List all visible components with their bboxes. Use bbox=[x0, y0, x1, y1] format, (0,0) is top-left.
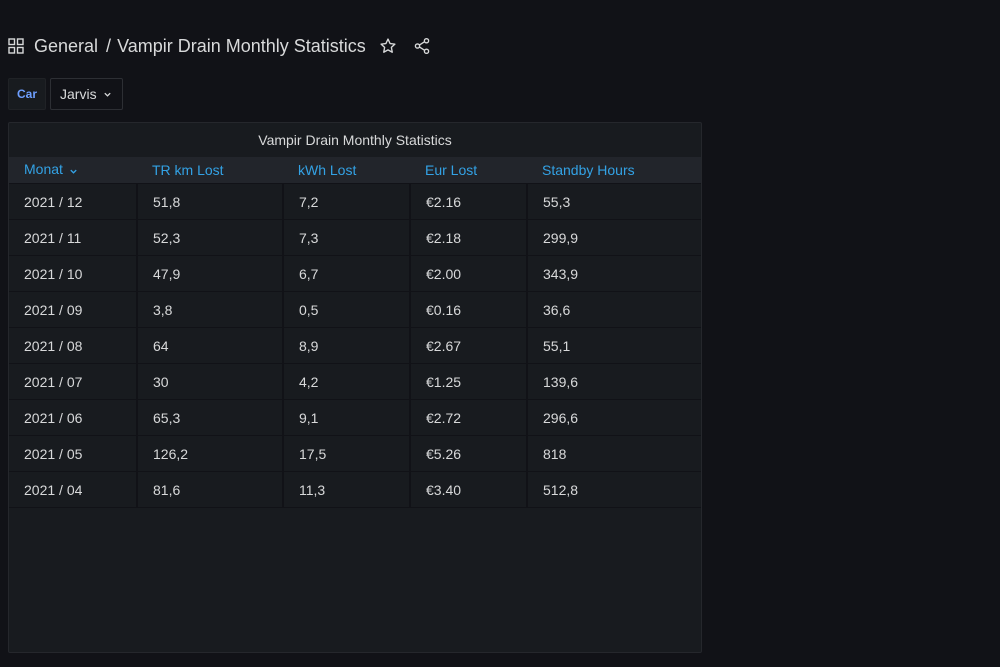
cell-standby-hours: 299,9 bbox=[527, 219, 701, 256]
cell-standby-hours: 512,8 bbox=[527, 471, 701, 508]
cell-kwh-lost: 6,7 bbox=[283, 255, 411, 292]
breadcrumb-folder[interactable]: General bbox=[34, 35, 99, 56]
cell-standby-hours: 818 bbox=[527, 435, 701, 472]
cell-kwh-lost: 11,3 bbox=[283, 471, 411, 508]
table-row: 2021 / 10 47,9 6,7 €2.00 343,9 bbox=[9, 255, 701, 292]
cell-monat: 2021 / 05 bbox=[9, 435, 138, 472]
star-icon[interactable] bbox=[378, 36, 398, 56]
cell-tr-km-lost: 3,8 bbox=[137, 291, 284, 328]
cell-eur-lost: €0.16 bbox=[410, 291, 528, 328]
cell-kwh-lost: 7,2 bbox=[283, 183, 411, 220]
cell-monat: 2021 / 07 bbox=[9, 363, 138, 400]
cell-standby-hours: 55,3 bbox=[527, 183, 701, 220]
column-header-standby-hours[interactable]: Standby Hours bbox=[527, 157, 701, 184]
car-variable-value: Jarvis bbox=[60, 86, 97, 102]
statistics-panel: Vampir Drain Monthly Statistics Monat TR… bbox=[8, 122, 702, 653]
cell-standby-hours: 55,1 bbox=[527, 327, 701, 364]
table-row: 2021 / 08 64 8,9 €2.67 55,1 bbox=[9, 327, 701, 364]
table-row: 2021 / 06 65,3 9,1 €2.72 296,6 bbox=[9, 399, 701, 436]
cell-eur-lost: €2.18 bbox=[410, 219, 528, 256]
cell-eur-lost: €3.40 bbox=[410, 471, 528, 508]
table-row: 2021 / 05 126,2 17,5 €5.26 818 bbox=[9, 435, 701, 472]
cell-tr-km-lost: 51,8 bbox=[137, 183, 284, 220]
cell-eur-lost: €5.26 bbox=[410, 435, 528, 472]
cell-kwh-lost: 17,5 bbox=[283, 435, 411, 472]
panel-title[interactable]: Vampir Drain Monthly Statistics bbox=[258, 132, 452, 148]
column-header-monat[interactable]: Monat bbox=[9, 157, 137, 184]
share-icon[interactable] bbox=[412, 36, 432, 56]
table-row: 2021 / 12 51,8 7,2 €2.16 55,3 bbox=[9, 183, 701, 220]
cell-tr-km-lost: 81,6 bbox=[137, 471, 284, 508]
table-row: 2021 / 04 81,6 11,3 €3.40 512,8 bbox=[9, 471, 701, 508]
cell-standby-hours: 36,6 bbox=[527, 291, 701, 328]
sort-desc-icon bbox=[69, 163, 78, 179]
cell-standby-hours: 343,9 bbox=[527, 255, 701, 292]
variable-bar: Car Jarvis bbox=[8, 78, 123, 110]
page-title[interactable]: Vampir Drain Monthly Statistics bbox=[117, 35, 366, 56]
column-header-tr-km-lost[interactable]: TR km Lost bbox=[137, 157, 283, 184]
cell-kwh-lost: 7,3 bbox=[283, 219, 411, 256]
table-row: 2021 / 07 30 4,2 €1.25 139,6 bbox=[9, 363, 701, 400]
cell-tr-km-lost: 30 bbox=[137, 363, 284, 400]
chevron-down-icon bbox=[103, 79, 112, 109]
cell-monat: 2021 / 12 bbox=[9, 183, 138, 220]
cell-eur-lost: €1.25 bbox=[410, 363, 528, 400]
cell-eur-lost: €2.72 bbox=[410, 399, 528, 436]
cell-monat: 2021 / 04 bbox=[9, 471, 138, 508]
dashboard-header: General / Vampir Drain Monthly Statistic… bbox=[8, 30, 432, 62]
cell-kwh-lost: 9,1 bbox=[283, 399, 411, 436]
cell-eur-lost: €2.67 bbox=[410, 327, 528, 364]
cell-monat: 2021 / 08 bbox=[9, 327, 138, 364]
car-variable-label: Car bbox=[8, 78, 47, 110]
table-header-row: Monat TR km Lost kWh Lost Eur Lost Stand… bbox=[9, 157, 701, 184]
grid-icon[interactable] bbox=[8, 38, 24, 54]
statistics-table: Monat TR km Lost kWh Lost Eur Lost Stand… bbox=[9, 157, 701, 508]
cell-monat: 2021 / 09 bbox=[9, 291, 138, 328]
cell-standby-hours: 139,6 bbox=[527, 363, 701, 400]
cell-eur-lost: €2.00 bbox=[410, 255, 528, 292]
table-row: 2021 / 09 3,8 0,5 €0.16 36,6 bbox=[9, 291, 701, 328]
cell-eur-lost: €2.16 bbox=[410, 183, 528, 220]
cell-tr-km-lost: 65,3 bbox=[137, 399, 284, 436]
cell-tr-km-lost: 64 bbox=[137, 327, 284, 364]
column-header-kwh-lost[interactable]: kWh Lost bbox=[283, 157, 410, 184]
cell-kwh-lost: 8,9 bbox=[283, 327, 411, 364]
car-variable-select[interactable]: Jarvis bbox=[50, 78, 123, 110]
cell-kwh-lost: 4,2 bbox=[283, 363, 411, 400]
column-header-eur-lost[interactable]: Eur Lost bbox=[410, 157, 527, 184]
cell-standby-hours: 296,6 bbox=[527, 399, 701, 436]
cell-tr-km-lost: 126,2 bbox=[137, 435, 284, 472]
cell-kwh-lost: 0,5 bbox=[283, 291, 411, 328]
breadcrumb-separator: / bbox=[106, 35, 112, 56]
table-row: 2021 / 11 52,3 7,3 €2.18 299,9 bbox=[9, 219, 701, 256]
cell-monat: 2021 / 06 bbox=[9, 399, 138, 436]
cell-monat: 2021 / 11 bbox=[9, 219, 138, 256]
cell-monat: 2021 / 10 bbox=[9, 255, 138, 292]
cell-tr-km-lost: 52,3 bbox=[137, 219, 284, 256]
cell-tr-km-lost: 47,9 bbox=[137, 255, 284, 292]
